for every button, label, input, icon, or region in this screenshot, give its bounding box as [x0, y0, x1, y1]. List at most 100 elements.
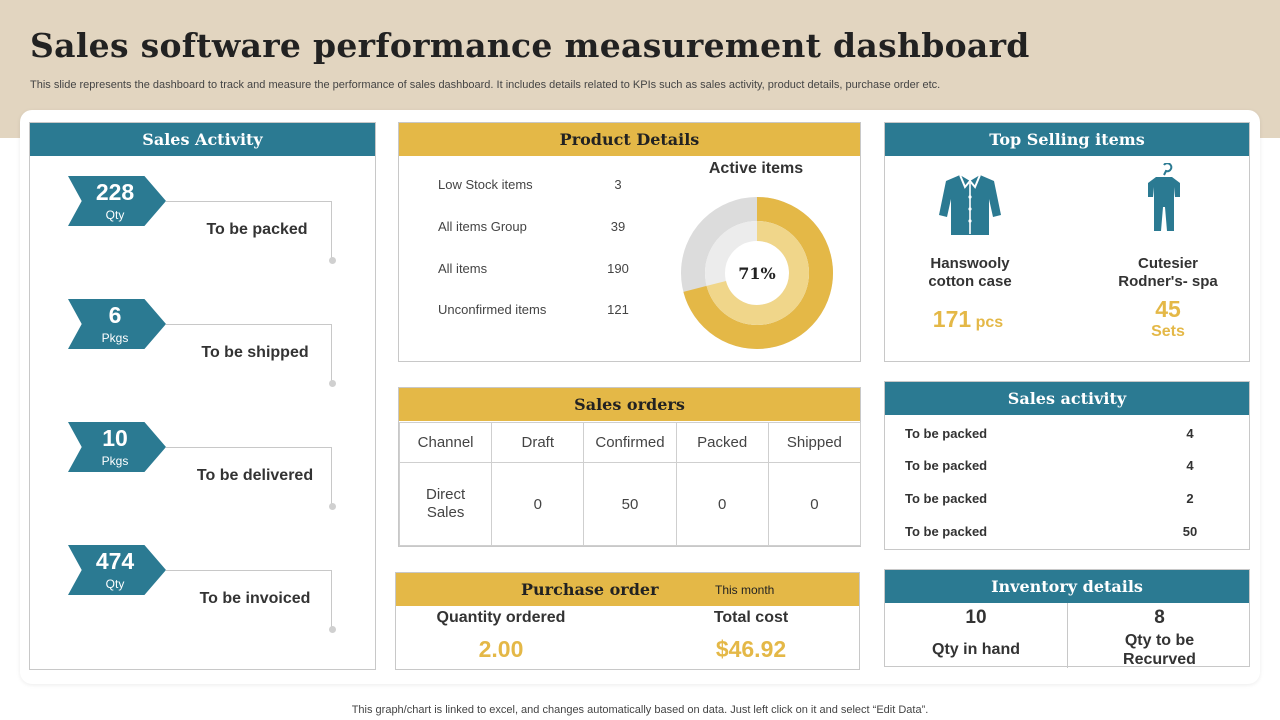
connector-dot [329, 380, 336, 387]
quantity-ordered-value: 2.00 [478, 636, 524, 662]
qty-recurved-value: 8 [1154, 607, 1165, 628]
connector-line [166, 447, 332, 507]
list-item: To be packed 4 [905, 426, 1205, 441]
sales-activity-header: Sales Activity [30, 123, 375, 156]
connector-dot [329, 626, 336, 633]
product-details-header: Product Details [399, 123, 860, 156]
quantity-chevron: 10 Pkgs [68, 422, 166, 472]
product-row-label: Unconfirmed items [438, 302, 547, 317]
activity-unit: Qty [105, 208, 125, 222]
jumpsuit-hanger-icon [1148, 163, 1180, 231]
activity-value: 474 [95, 548, 135, 574]
top-item-name-line2: Rodner's- spa [1118, 273, 1218, 290]
product-row-value: 3 [614, 177, 622, 192]
top-item-name: Hanswooly cotton case [895, 255, 1045, 291]
donut-filled-arc [683, 197, 833, 349]
inventory-header: Inventory details [885, 570, 1249, 603]
product-row-value: 190 [607, 261, 629, 276]
column-header: Confirmed [583, 421, 677, 464]
connector-dot [329, 503, 336, 510]
top-item-name-line1: Cutesier [1137, 255, 1199, 272]
product-row: All items Group 39 [438, 219, 638, 234]
activity-unit: Qty [105, 577, 125, 591]
footer-note: This graph/chart is linked to excel, and… [351, 704, 929, 716]
column-header: Shipped [767, 421, 862, 464]
qty-recurved-label: Qty to be Recurved [1068, 631, 1251, 669]
purchase-order-title: Purchase order [521, 580, 659, 599]
product-row-label: Low Stock items [438, 177, 533, 192]
shirt-icon [939, 174, 1001, 235]
top-selling-panel: Top Selling items Hanswooly cotton case … [884, 122, 1250, 362]
list-item-value: 50 [1182, 524, 1198, 539]
list-item-label: To be packed [905, 491, 988, 506]
top-item-name: Cutesier Rodner's- spa [1093, 255, 1243, 291]
product-row-label: All items [438, 261, 488, 276]
table-cell: 0 [491, 462, 585, 546]
table-row: Direct Sales 0 50 0 0 [398, 462, 862, 546]
list-item-value: 4 [1186, 458, 1194, 473]
qty-to-be-recurved: 8 Qty to be Recurved [1068, 603, 1251, 668]
activity-label: To be delivered [196, 467, 314, 484]
qty-in-hand-value: 10 [965, 607, 987, 628]
donut-center [731, 247, 783, 299]
top-item-unit: pcs [975, 314, 1004, 331]
activity-label: To be invoiced [199, 590, 311, 607]
activity-row-shipped: 6 Pkgs To be shipped [30, 299, 376, 389]
list-item-label: To be packed [905, 524, 988, 539]
table-cell: 50 [583, 462, 677, 546]
connector-line [166, 324, 332, 384]
top-selling-header: Top Selling items [885, 123, 1249, 156]
product-row-label: All items Group [438, 219, 527, 234]
quantity-ordered-label: Quantity ordered [436, 609, 566, 626]
total-cost-value: $46.92 [715, 636, 787, 662]
donut-inner-arc [706, 221, 809, 325]
quantity-chevron: 228 Qty [68, 176, 166, 226]
activity-row-packed: 228 Qty To be packed [30, 176, 376, 266]
period-label: This month [715, 583, 775, 597]
table-header-row: Channel Draft Confirmed Packed Shipped [398, 421, 862, 464]
table-cell: 0 [767, 462, 862, 546]
product-row: Unconfirmed items 121 [438, 302, 638, 317]
connector-line [166, 570, 332, 630]
table-cell: 0 [675, 462, 769, 546]
activity-value: 228 [95, 179, 135, 205]
column-header: Channel [398, 421, 493, 464]
inventory-panel: Inventory details 10 Qty in hand 8 Qty t… [884, 569, 1251, 668]
top-item-value: 171 pcs [893, 306, 1043, 333]
sales-activity-summary-panel: Sales activity To be packed 4 To be pack… [884, 381, 1250, 550]
qty-recurved-label-line2: Recurved [1123, 651, 1196, 668]
sales-activity-summary-header: Sales activity [885, 382, 1249, 415]
list-item: To be packed 4 [905, 458, 1205, 473]
activity-row-invoiced: 474 Qty To be invoiced [30, 545, 376, 635]
product-row-value: 39 [610, 219, 626, 234]
qty-in-hand: 10 Qty in hand [885, 603, 1068, 668]
sales-orders-panel: Sales orders Channel Draft Confirmed Pac… [398, 387, 862, 547]
page-title: Sales software performance measurement d… [30, 26, 1030, 65]
activity-label: To be packed [206, 221, 308, 238]
activity-label: To be shipped [201, 344, 309, 361]
sales-activity-panel: Sales Activity 228 Qty To be packed 6 Pk… [29, 122, 376, 670]
activity-row-delivered: 10 Pkgs To be delivered [30, 422, 376, 512]
active-items-title: Active items [708, 160, 804, 177]
connector-line [166, 201, 332, 261]
page-subtitle: This slide represents the dashboard to t… [30, 79, 941, 91]
qty-recurved-label-line1: Qty to be [1124, 632, 1195, 649]
active-percent-label: 71% [738, 264, 775, 283]
connector-dot [329, 257, 336, 264]
list-item: To be packed 2 [905, 491, 1205, 506]
top-item-unit: Sets [1151, 323, 1185, 340]
purchase-order-panel: Purchase order This month Quantity order… [395, 572, 860, 670]
list-item: To be packed 50 [905, 524, 1205, 539]
top-item-name-line2: cotton case [928, 273, 1012, 290]
sales-orders-table: Channel Draft Confirmed Packed Shipped D… [398, 421, 862, 546]
quantity-chevron: 6 Pkgs [68, 299, 166, 349]
column-header: Packed [675, 421, 769, 464]
total-cost-label: Total cost [713, 609, 789, 626]
column-header: Draft [491, 421, 585, 464]
product-row-value: 121 [607, 302, 629, 317]
top-item-value: 45 Sets [1093, 296, 1243, 341]
list-item-label: To be packed [905, 426, 988, 441]
activity-unit: Pkgs [101, 331, 129, 345]
list-item-value: 4 [1186, 426, 1194, 441]
qty-in-hand-label: Qty in hand [932, 641, 1020, 658]
